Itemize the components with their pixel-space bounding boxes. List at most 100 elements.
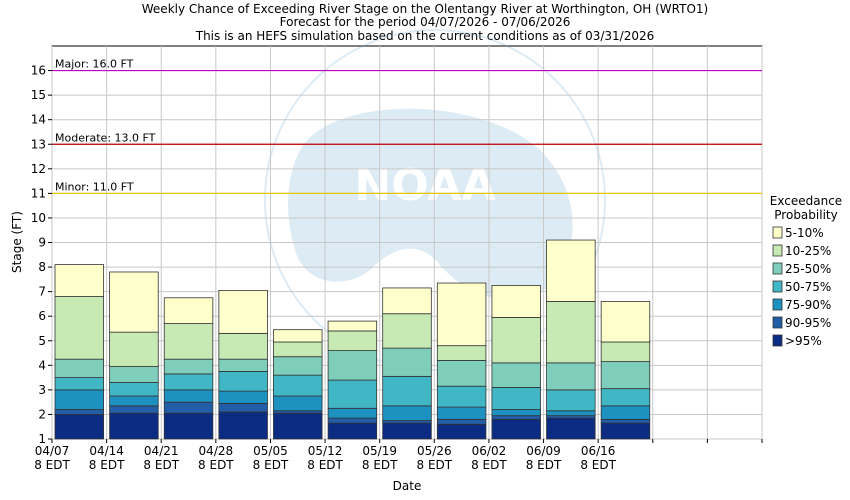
legend-swatch xyxy=(772,262,783,275)
bar-segment-5-10pct xyxy=(436,282,487,347)
x-tick-time: 8 EDT xyxy=(89,458,125,472)
bar-segment-25-50pct xyxy=(436,359,487,387)
bar-segment-10-25pct xyxy=(54,296,105,360)
noaa-emblem-ring xyxy=(264,29,606,371)
bar-segment-75-90pct xyxy=(546,410,596,417)
x-tick-date: 05/19 xyxy=(362,444,397,458)
x-tick-date: 05/12 xyxy=(308,444,343,458)
bar-segment-5-10pct xyxy=(218,289,268,334)
bar-segment-50-75pct xyxy=(436,385,487,408)
x-tick-date: 05/05 xyxy=(253,444,288,458)
bar-segment-25-50pct xyxy=(109,366,159,383)
x-tick-time: 8 EDT xyxy=(143,458,179,472)
bar-segment-90-95pct xyxy=(109,405,159,414)
bar-segment-5-10pct xyxy=(163,297,214,324)
legend-swatch xyxy=(772,226,783,239)
bar-segment-25-50pct xyxy=(163,358,214,375)
noaa-emblem-text: NOAA xyxy=(354,160,495,211)
y-tick-label: 12 xyxy=(31,162,46,176)
flood-lines-layer: Major: 16.0 FT Moderate: 13.0 FT Minor: 11… xyxy=(52,58,762,194)
bar-segment-10-25pct xyxy=(327,330,378,351)
legend-title: Probability xyxy=(774,208,837,222)
bar-segment-50-75pct xyxy=(382,375,432,407)
x-tick-time: 8 EDT xyxy=(417,458,453,472)
x-axis-title: Date xyxy=(393,479,422,493)
x-tick-time: 8 EDT xyxy=(580,458,616,472)
legend-title: Exceedance xyxy=(770,194,842,208)
y-axis-title: Stage (FT) xyxy=(10,211,24,273)
bar-segment-75-90pct xyxy=(436,406,487,420)
noaa-bird-shape xyxy=(288,108,573,301)
legend-swatch xyxy=(772,334,783,347)
bar-segment-gt95pct xyxy=(54,414,105,440)
x-tick-date: 06/02 xyxy=(472,444,507,458)
moderate-flood-label: Moderate: 13.0 FT xyxy=(55,131,156,144)
bar-segment-50-75pct xyxy=(273,374,323,397)
bar-segment-25-50pct xyxy=(491,362,541,388)
y-tick-label: 14 xyxy=(31,113,46,127)
x-tick-time: 8 EDT xyxy=(362,458,398,472)
bar-segment-gt95pct xyxy=(109,412,159,440)
bar-segment-25-50pct xyxy=(218,358,268,372)
week-bar-05-26 xyxy=(436,282,487,440)
bar-segment-10-25pct xyxy=(273,341,323,358)
bar-segment-75-90pct xyxy=(218,390,268,404)
week-bar-04-21 xyxy=(163,297,214,440)
y-tick-label: 13 xyxy=(31,137,46,151)
bar-segment-50-75pct xyxy=(109,382,159,397)
y-tick-label: 11 xyxy=(31,186,46,200)
bar-segment-10-25pct xyxy=(218,332,268,360)
y-tick-label: 8 xyxy=(38,260,46,274)
bars-layer xyxy=(54,239,651,440)
bar-segment-75-90pct xyxy=(327,407,378,419)
y-tick-label: 15 xyxy=(31,88,46,102)
x-tick-time: 8 EDT xyxy=(253,458,289,472)
bar-segment-90-95pct xyxy=(218,402,268,413)
bar-segment-25-50pct xyxy=(273,356,323,376)
week-bar-05-12 xyxy=(327,320,378,440)
bar-segment-10-25pct xyxy=(491,317,541,364)
x-tick-date: 04/21 xyxy=(144,444,179,458)
bar-segment-25-50pct xyxy=(54,358,105,378)
legend-label: 90-95% xyxy=(785,316,831,330)
bar-segment-50-75pct xyxy=(491,387,541,410)
bar-segment-5-10pct xyxy=(109,271,159,333)
legend-swatch xyxy=(772,280,783,293)
bar-segment-5-10pct xyxy=(491,285,541,318)
bar-segment-75-90pct xyxy=(273,395,323,412)
bar-segment-5-10pct xyxy=(327,320,378,332)
legend-label: 10-25% xyxy=(785,244,831,258)
y-tick-label: 5 xyxy=(38,334,46,348)
bar-segment-90-95pct xyxy=(54,409,105,415)
chart-title-line-3: This is an HEFS simulation based on the … xyxy=(195,29,655,43)
legend-label: 50-75% xyxy=(785,280,831,294)
bar-segment-gt95pct xyxy=(273,412,323,440)
y-tick-label: 10 xyxy=(31,211,46,225)
bar-segment-75-90pct xyxy=(382,405,432,421)
bar-segment-5-10pct xyxy=(382,287,432,315)
bar-segment-50-75pct xyxy=(218,371,268,392)
bar-segment-50-75pct xyxy=(546,389,596,412)
bar-segment-75-90pct xyxy=(109,395,159,407)
y-tick-label: 1 xyxy=(38,432,46,446)
legend-swatch xyxy=(772,244,783,257)
x-tick-date: 05/26 xyxy=(417,444,452,458)
legend-label: 75-90% xyxy=(785,298,831,312)
x-tick-date: 06/16 xyxy=(581,444,616,458)
bar-segment-90-95pct xyxy=(436,418,487,425)
bar-segment-25-50pct xyxy=(546,362,596,391)
week-bar-05-19 xyxy=(382,287,432,440)
week-bar-06-16 xyxy=(600,301,651,440)
bar-segment-90-95pct xyxy=(163,401,214,414)
week-bar-05-05 xyxy=(273,329,323,440)
x-tick-time: 8 EDT xyxy=(307,458,343,472)
bar-segment-50-75pct xyxy=(600,388,651,407)
bar-segment-gt95pct xyxy=(491,418,541,440)
bar-segment-10-25pct xyxy=(109,331,159,367)
x-tick-time: 8 EDT xyxy=(198,458,234,472)
bar-segment-25-50pct xyxy=(327,350,378,381)
bar-segment-5-10pct xyxy=(546,239,596,302)
